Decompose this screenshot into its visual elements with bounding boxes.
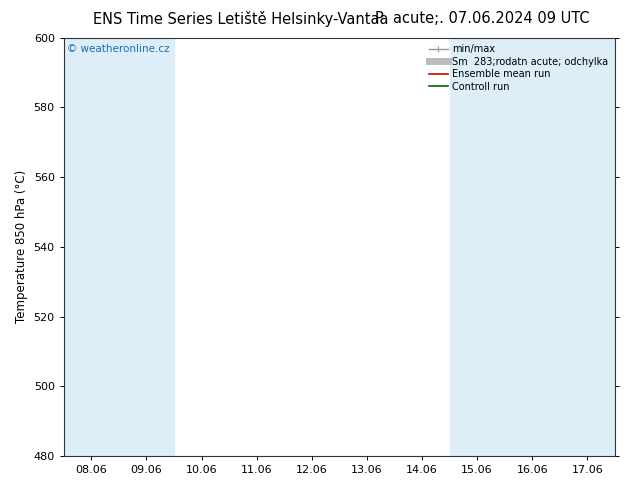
Bar [450, 38, 615, 456]
Y-axis label: Temperature 850 hPa (°C): Temperature 850 hPa (°C) [15, 170, 28, 323]
Bar [64, 38, 174, 456]
Text: P  acute;. 07.06.2024 09 UTC: P acute;. 07.06.2024 09 UTC [375, 11, 589, 26]
Text: ENS Time Series Letiště Helsinky-Vantaa: ENS Time Series Letiště Helsinky-Vantaa [93, 11, 389, 27]
Legend: min/max, Sm  283;rodatn acute; odchylka, Ensemble mean run, Controll run: min/max, Sm 283;rodatn acute; odchylka, … [427, 43, 610, 94]
Text: © weatheronline.cz: © weatheronline.cz [67, 44, 169, 54]
